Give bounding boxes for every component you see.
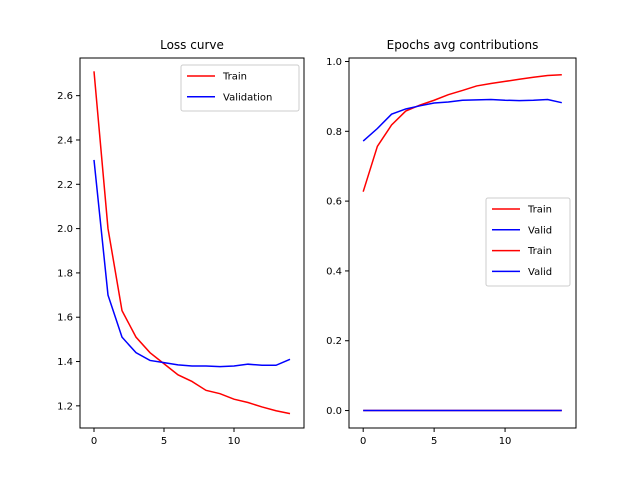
contributions-series (362, 74, 562, 412)
contributions-legend: Train Valid Train Valid (485, 197, 571, 287)
loss-curve-legend-label-1: Validation (223, 92, 272, 103)
loss-curve-xtick-label-2: 10 (228, 436, 241, 447)
contributions-series-1-line (362, 98, 562, 142)
loss-curve-legend: Train Validation (180, 64, 300, 112)
contributions-legend-label-2: Train (527, 246, 552, 257)
contributions-ticks: 0 5 10 0.0 0.2 0.4 0.6 0.8 1.0 (326, 57, 511, 447)
contributions-frame (348, 57, 577, 429)
loss-curve-title: Loss curve (160, 38, 224, 52)
loss-curve-ticks: 0 5 10 1.2 1.4 1.6 1.8 2.0 2.2 2.4 2.6 (57, 91, 240, 447)
contributions-xtick-label-0: 0 (360, 436, 366, 447)
contributions-legend-label-0: Train (527, 205, 552, 216)
loss-curve-series-1-line (93, 159, 291, 368)
contributions-ytick-label-4: 0.8 (326, 127, 342, 138)
contributions-xtick-label-2: 10 (499, 436, 512, 447)
contributions-title: Epochs avg contributions (387, 38, 539, 52)
loss-curve-ytick-label-0: 1.2 (57, 401, 73, 412)
loss-curve-ytick-label-3: 1.8 (57, 268, 73, 279)
contributions-ytick-label-5: 1.0 (326, 57, 342, 68)
contributions-ytick-label-3: 0.6 (326, 197, 342, 208)
loss-curve-series-0-line (93, 71, 291, 415)
loss-curve-legend-label-0: Train (222, 72, 247, 83)
loss-curve-ytick-label-4: 2.0 (57, 224, 73, 235)
contributions-legend-label-1: Valid (528, 225, 552, 236)
loss-curve-axes: Loss curve 0 5 101.21.41.61.82.02.22.42.6 … (57, 38, 305, 447)
loss-curve-series (93, 71, 291, 415)
loss-curve-xtick-label-1: 5 (161, 436, 167, 447)
loss-curve-ytick-label-5: 2.2 (57, 180, 73, 191)
loss-curve-ytick-label-7: 2.6 (57, 91, 73, 102)
contributions-xtick-label-1: 5 (431, 436, 437, 447)
contributions-ytick-label-1: 0.2 (326, 336, 342, 347)
loss-curve-ytick-label-1: 1.4 (57, 357, 73, 368)
contributions-legend-box (485, 197, 571, 287)
loss-curve-xtick-label-0: 0 (91, 436, 97, 447)
loss-curve-ytick-label-2: 1.6 (57, 313, 73, 324)
contributions-series-0-line (362, 74, 562, 192)
contributions-legend-label-3: Valid (528, 267, 552, 278)
loss-curve-frame (79, 57, 305, 429)
contributions-ytick-label-0: 0.0 (326, 406, 342, 417)
contributions-ytick-label-2: 0.4 (326, 266, 342, 277)
contributions-axes: Epochs avg contributions 0 5 10 0.0 0.2 0.4 0.… (326, 38, 577, 447)
loss-curve-ytick-label-6: 2.4 (57, 135, 73, 146)
